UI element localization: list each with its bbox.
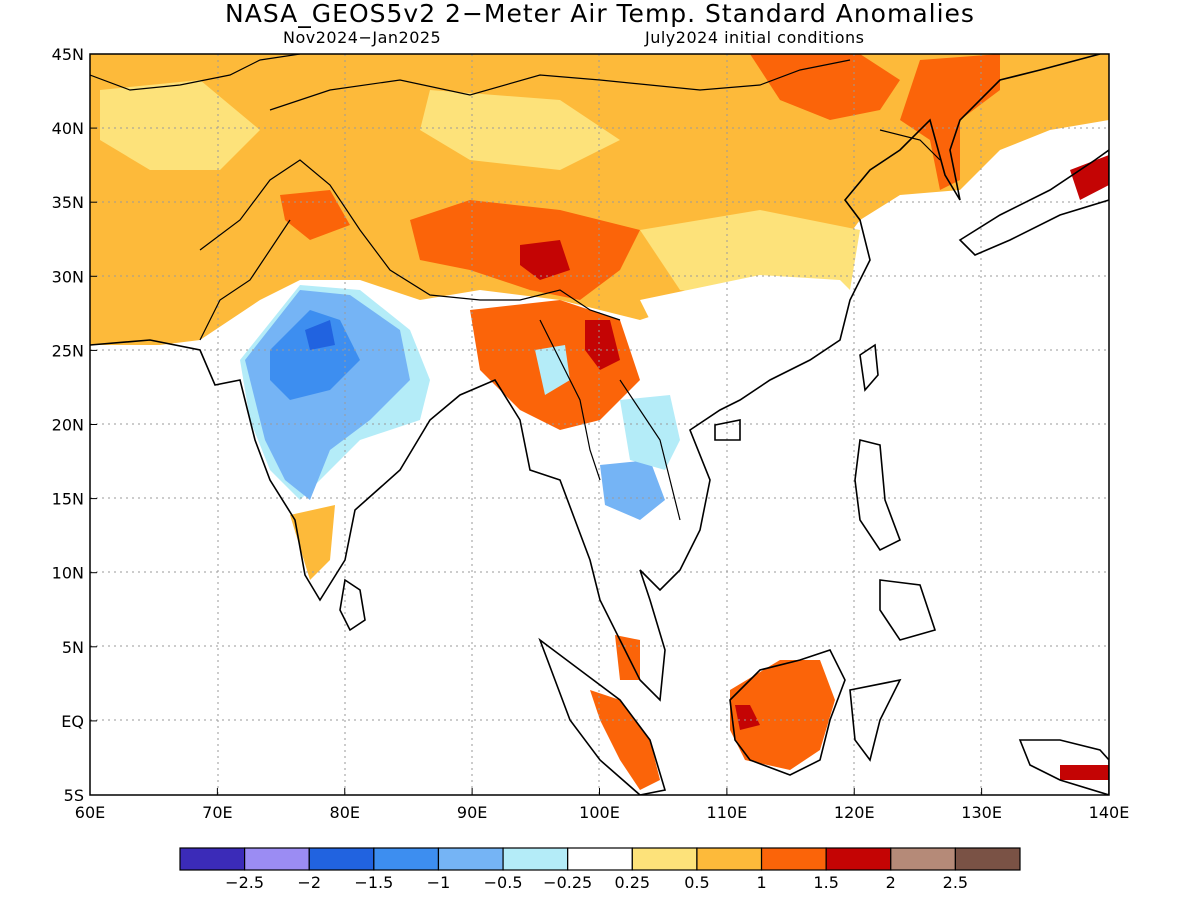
colorbar-swatch	[308, 847, 375, 871]
anomaly-region-northeast-china	[750, 54, 900, 120]
lon-tick-label: 70E	[202, 803, 232, 822]
lon-tick-label: 120E	[834, 803, 875, 822]
colorbar-label: 0.25	[614, 873, 650, 892]
border-pakistan-india	[199, 219, 291, 341]
anomaly-region-new-guinea-max	[1060, 765, 1109, 780]
anomaly-region-korea-max	[1070, 155, 1109, 200]
lon-tick-label: 90E	[457, 803, 487, 822]
coastline-sulawesi	[849, 678, 902, 762]
anomaly-region-myanmar-cool	[535, 345, 570, 395]
border-china-mongolia	[269, 59, 851, 111]
coastline-asia-mainland	[90, 54, 1101, 702]
coastline-new-guinea	[1018, 739, 1109, 795]
colorbar-swatch	[760, 847, 827, 871]
colorbar-swatch	[696, 847, 763, 871]
border-central-asia	[90, 54, 301, 91]
colorbar-label: −2	[297, 873, 321, 892]
anomaly-region-indochina-cool	[600, 460, 665, 520]
anomaly-region-west-light	[100, 80, 260, 170]
coastline-sri-lanka	[339, 578, 366, 632]
colorbar-label: 1.5	[813, 873, 838, 892]
longitude-axis: 60E 70E 80E 90E 100E 110E 120E 130E 140E	[75, 788, 1130, 822]
coastline-sumatra	[538, 637, 667, 795]
lat-tick-label: 5N	[62, 638, 84, 657]
lat-tick-label: 20N	[52, 416, 84, 435]
colorbar-label: 1	[756, 873, 766, 892]
colorbar-swatch	[502, 847, 569, 871]
anomaly-region-kashmir	[280, 190, 350, 240]
lat-tick-label: 15N	[52, 490, 84, 509]
lat-tick-label: 40N	[52, 119, 84, 138]
lon-tick-label: 80E	[330, 803, 360, 822]
colorbar-label: −0.25	[543, 873, 592, 892]
coastline-japan	[958, 149, 1109, 256]
gridlines	[90, 54, 1109, 795]
border-north-korea	[879, 129, 941, 161]
latitude-axis: 45N 40N 35N 30N 25N 20N 15N 10N 5N EQ 5S	[52, 45, 97, 805]
lon-tick-label: 110E	[707, 803, 748, 822]
coastline-borneo	[729, 649, 846, 776]
colorbar-swatch	[373, 847, 440, 871]
forecast-period: Nov2024−Jan2025	[283, 28, 442, 47]
anomaly-region-indochina-cool-outer	[620, 395, 680, 470]
lon-tick-label: 100E	[579, 803, 620, 822]
colorbar-swatch	[825, 847, 892, 871]
anomaly-region-southeast-china-neutral	[640, 275, 860, 400]
anomaly-region-india-cool-max	[305, 320, 335, 350]
colorbar-label: 2	[886, 873, 896, 892]
colorbar-swatch	[890, 847, 956, 871]
colorbar-swatch	[244, 847, 310, 871]
colorbar-label: 2.5	[943, 873, 968, 892]
border-myanmar-laos	[539, 319, 601, 481]
colorbar-swatch	[567, 847, 633, 871]
coastline-luzon	[854, 439, 902, 552]
anomaly-region-korea	[900, 54, 1000, 190]
coastline-taiwan	[859, 343, 879, 392]
map-title: NASA_GEOS5v2 2−Meter Air Temp. Standard …	[225, 0, 975, 28]
colorbar-label: −2.5	[225, 873, 264, 892]
coastlines	[90, 54, 1109, 795]
lat-tick-label: 10N	[52, 564, 84, 583]
colorbar-label: −1.5	[354, 873, 393, 892]
lon-tick-label: 140E	[1089, 803, 1130, 822]
colorbar-label: −0.5	[484, 873, 523, 892]
colorbar-swatch	[954, 847, 1021, 871]
colorbar-label: −1	[427, 873, 451, 892]
border-himalaya	[199, 159, 621, 321]
colorbar-swatch	[437, 847, 504, 871]
anomaly-region-mongolia-light	[420, 90, 620, 170]
colorbar: −2.5 −2 −1.5 −1 −0.5 −0.25 0.25 0.5 1 1.5 2 2.5	[179, 847, 1021, 892]
coastline-mindanao	[879, 579, 937, 641]
anomaly-region-borneo-max	[735, 705, 760, 730]
lon-tick-label: 60E	[75, 803, 105, 822]
initial-conditions: July2024 initial conditions	[645, 28, 865, 47]
lat-tick-label: 30N	[52, 267, 84, 286]
lat-tick-label: 5S	[64, 786, 84, 805]
anomaly-region-china-east-light	[640, 210, 860, 300]
lat-tick-label: EQ	[61, 712, 84, 731]
colorbar-swatch	[631, 847, 698, 871]
coastline-hainan	[714, 419, 741, 441]
anomaly-region-india-cool-core	[270, 310, 360, 400]
anomaly-region-borneo	[730, 660, 835, 770]
lat-tick-label: 45N	[52, 45, 84, 64]
anomaly-region-tibet-max	[520, 240, 570, 280]
anomaly-region-sumatra	[590, 690, 660, 790]
border-indochina	[619, 379, 681, 521]
anomaly-region-myanmar-max	[585, 320, 620, 370]
lon-tick-label: 130E	[961, 803, 1002, 822]
colorbar-label: 0.5	[684, 873, 709, 892]
anomaly-region-south-india	[290, 505, 335, 580]
lat-tick-label: 35N	[52, 193, 84, 212]
lat-tick-label: 25N	[52, 341, 84, 360]
country-borders	[90, 54, 941, 521]
colorbar-swatch	[179, 847, 246, 871]
